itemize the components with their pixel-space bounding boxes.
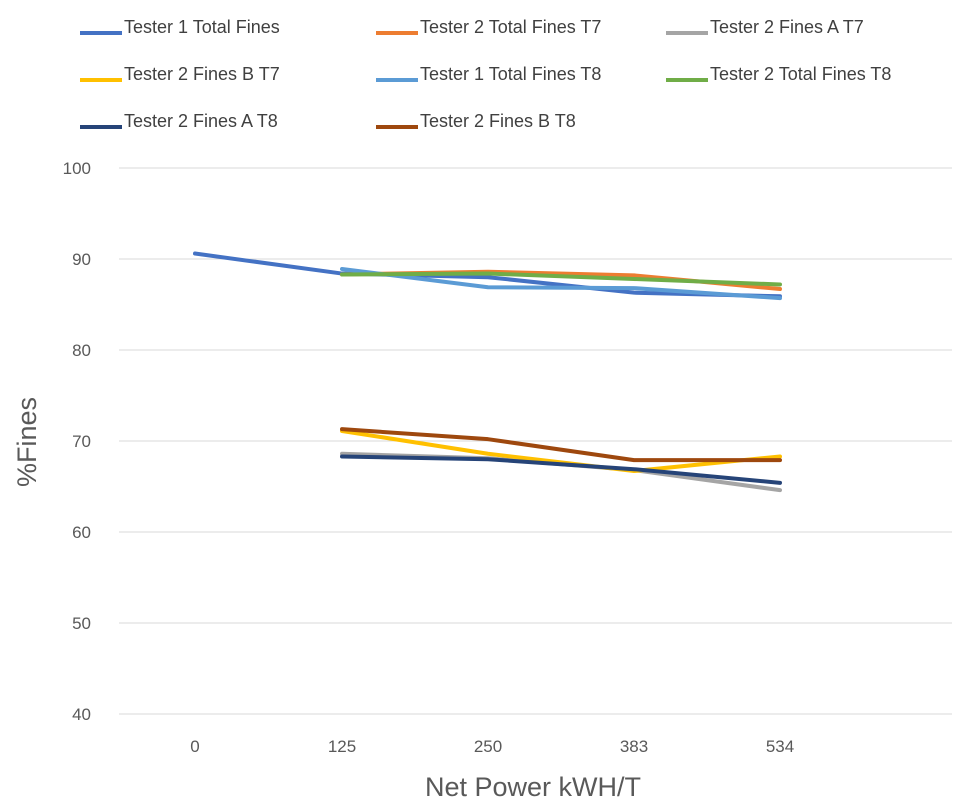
y-tick-label: 100 (63, 159, 91, 178)
series-line-1 (193, 251, 782, 299)
y-axis-ticks: 40 50 60 70 80 90 100 (63, 159, 91, 724)
y-tick-label: 90 (72, 250, 91, 269)
x-axis-ticks: 0 125 250 383 534 (190, 737, 794, 756)
legend: Tester 1 Total Fines Tester 2 Total Fines… (80, 17, 891, 131)
y-tick-label: 70 (72, 432, 91, 451)
x-tick-label: 250 (474, 737, 502, 756)
y-tick-label: 50 (72, 614, 91, 633)
series-line-8 (340, 427, 782, 463)
y-tick-label: 60 (72, 523, 91, 542)
legend-label: Tester 2 Fines B T7 (124, 64, 280, 84)
legend-label: Tester 1 Total Fines T8 (420, 64, 601, 84)
series-line-6 (340, 271, 782, 287)
legend-label: Tester 2 Fines A T8 (124, 111, 278, 131)
series-lines (193, 251, 782, 493)
legend-label: Tester 1 Total Fines (124, 17, 280, 37)
y-tick-label: 80 (72, 341, 91, 360)
legend-label: Tester 2 Total Fines T7 (420, 17, 601, 37)
series-line-7 (340, 454, 782, 485)
gridlines (119, 167, 952, 715)
legend-label: Tester 2 Total Fines T8 (710, 64, 891, 84)
y-tick-label: 40 (72, 705, 91, 724)
x-axis-title: Net Power kWH/T (425, 772, 641, 802)
x-tick-label: 383 (620, 737, 648, 756)
legend-label: Tester 2 Fines A T7 (710, 17, 864, 37)
y-axis-title: %Fines (12, 397, 42, 487)
x-tick-label: 0 (190, 737, 199, 756)
x-tick-label: 125 (328, 737, 356, 756)
series-line-5 (340, 267, 782, 301)
legend-label: Tester 2 Fines B T8 (420, 111, 576, 131)
x-tick-label: 534 (766, 737, 794, 756)
